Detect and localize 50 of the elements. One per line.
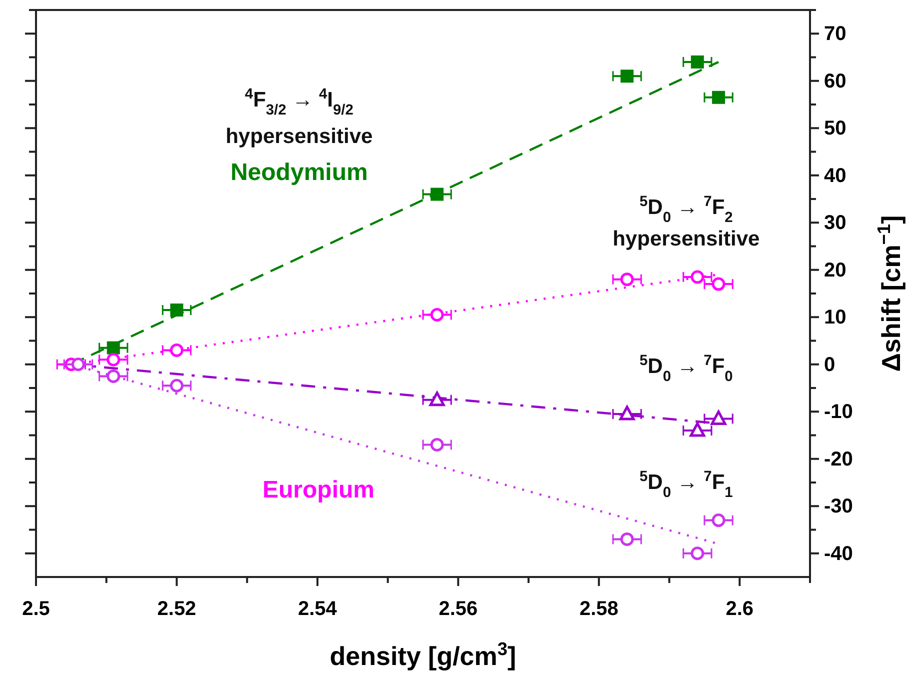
point xyxy=(620,532,634,546)
point xyxy=(170,343,184,357)
point xyxy=(620,272,634,286)
point xyxy=(106,352,120,366)
point xyxy=(710,410,726,425)
y-tick-label: 30 xyxy=(824,212,846,234)
x-tick-label: 2.5 xyxy=(22,598,50,620)
y-tick-label: -10 xyxy=(824,401,853,424)
point xyxy=(71,358,85,372)
annotation: $^{4}$F$_{3/2}$ → $^{4}$I$_{9/2}$ xyxy=(244,86,354,118)
y-tick-label: 20 xyxy=(824,259,846,282)
annotation: Europium xyxy=(262,476,375,504)
x-tick-label: 2.6 xyxy=(726,598,754,620)
annotation: hypersensitive xyxy=(226,125,373,148)
point xyxy=(430,308,444,322)
y-tick-label: -40 xyxy=(824,542,853,565)
point xyxy=(619,406,635,420)
x-tick-label: 2.54 xyxy=(298,598,338,620)
point xyxy=(690,422,706,437)
point xyxy=(620,70,634,83)
y-tick-label: -20 xyxy=(824,448,853,470)
point xyxy=(690,546,704,560)
annotation: hypersensitive xyxy=(612,227,760,250)
annotation: $^{5}$D$_{0}$ → $^{7}$F$_{1}$ xyxy=(639,469,733,502)
y-tick-label: 50 xyxy=(824,118,846,140)
point xyxy=(430,188,444,201)
y-tick-label: 70 xyxy=(824,23,846,46)
x-axis-title: density [g/cm$^{3}$] xyxy=(330,639,516,671)
y-tick-label: 10 xyxy=(824,306,846,329)
y-tick-label: -30 xyxy=(824,496,853,518)
point xyxy=(170,304,184,317)
annotation: $^{5}$D$_{0}$ → $^{7}$F$_{2}$ xyxy=(639,194,733,226)
x-tick-label: 2.56 xyxy=(438,598,478,620)
y-tick-label: 0 xyxy=(824,354,836,376)
annotation: $^{5}$D$_{0}$ → $^{7}$F$_{0}$ xyxy=(639,352,733,385)
annotation: Neodymium xyxy=(230,159,368,186)
y-tick-label: 40 xyxy=(824,164,846,187)
x-tick-label: 2.58 xyxy=(579,598,618,620)
x-tick-label: 2.52 xyxy=(157,598,196,620)
point xyxy=(106,369,120,383)
point xyxy=(429,392,445,406)
point xyxy=(430,438,444,452)
point xyxy=(690,55,704,68)
y-tick-label: 60 xyxy=(824,70,846,92)
point xyxy=(712,277,726,291)
point xyxy=(690,270,704,284)
point xyxy=(712,514,726,528)
point xyxy=(106,341,120,354)
point xyxy=(712,90,726,104)
point xyxy=(170,378,184,392)
